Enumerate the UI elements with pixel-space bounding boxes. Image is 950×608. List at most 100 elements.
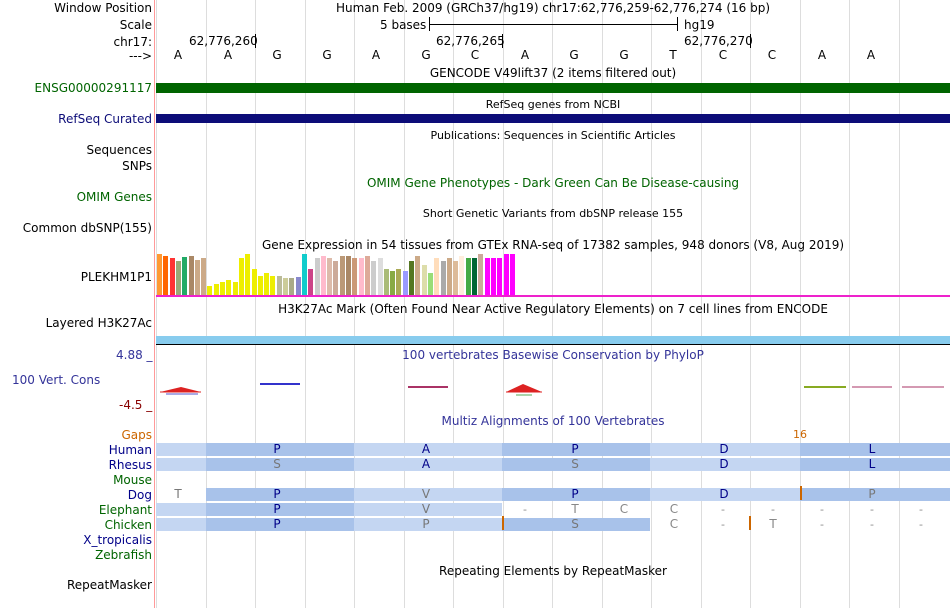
chicken-align-block[interactable] — [354, 518, 502, 531]
species-label-dog[interactable]: Dog — [127, 488, 152, 502]
gtex-tissue-bar[interactable] — [434, 258, 440, 295]
human-align-block[interactable] — [206, 443, 354, 456]
gtex-tissue-bar[interactable] — [308, 269, 314, 295]
gtex-tissue-bar[interactable] — [213, 284, 219, 295]
gtex-tissue-bar[interactable] — [421, 265, 427, 295]
gtex-tissue-bar[interactable] — [453, 261, 459, 295]
phylop-track-title[interactable]: 100 vertebrates Basewise Conservation by… — [402, 348, 704, 362]
gtex-tissue-bar[interactable] — [472, 258, 477, 295]
omim-track-title[interactable]: OMIM Gene Phenotypes - Dark Green Can Be… — [366, 176, 740, 190]
gtex-tissue-bar[interactable] — [295, 277, 301, 295]
gtex-tissue-bar[interactable] — [194, 260, 200, 295]
gtex-tissue-bar[interactable] — [490, 258, 496, 295]
elephant-align-block[interactable] — [156, 503, 206, 516]
gtex-tissue-bar[interactable] — [446, 258, 452, 295]
gtex-tissue-bar[interactable] — [182, 257, 188, 295]
gtex-tissue-bar[interactable] — [352, 258, 358, 295]
gtex-tissue-bar[interactable] — [503, 254, 509, 295]
gtex-tissue-bar[interactable] — [484, 258, 490, 295]
h3k27ac-track-label[interactable]: Layered H3K27Ac — [45, 316, 152, 330]
snps-track-label[interactable]: SNPs — [122, 159, 152, 173]
repeatmasker-track-title[interactable]: Repeating Elements by RepeatMasker — [439, 564, 667, 578]
publications-track-title[interactable]: Publications: Sequences in Scientific Ar… — [430, 129, 676, 142]
chicken-align-block[interactable] — [156, 518, 206, 531]
gencode-track-title[interactable]: GENCODE V49lift37 (2 items filtered out) — [429, 66, 677, 80]
refseq-track-label[interactable]: RefSeq Curated — [58, 112, 152, 126]
dog-align-block[interactable] — [354, 488, 502, 501]
gtex-tissue-bar[interactable] — [396, 269, 402, 295]
rhesus-align-block[interactable] — [354, 458, 502, 471]
gtex-tissue-bar[interactable] — [207, 286, 213, 295]
species-label-mouse[interactable]: Mouse — [113, 473, 152, 487]
gtex-tissue-bar[interactable] — [163, 256, 169, 295]
gtex-tissue-bar[interactable] — [289, 278, 295, 295]
omim-track-label[interactable]: OMIM Genes — [76, 190, 152, 204]
gtex-tissue-bar[interactable] — [415, 256, 421, 295]
gtex-tissue-bar[interactable] — [440, 261, 446, 295]
rhesus-align-block[interactable] — [650, 458, 800, 471]
gtex-tissue-bar[interactable] — [459, 256, 465, 295]
gtex-tissue-bar[interactable] — [169, 258, 175, 295]
human-align-block[interactable] — [800, 443, 950, 456]
chicken-align-block[interactable] — [206, 518, 354, 531]
human-align-block[interactable] — [650, 443, 800, 456]
gtex-tissue-bar[interactable] — [232, 282, 238, 295]
gtex-tissue-bar[interactable] — [238, 258, 244, 295]
gtex-tissue-bar[interactable] — [409, 261, 414, 295]
gtex-tissue-bar[interactable] — [497, 258, 503, 295]
refseq-gene-bar[interactable] — [156, 114, 950, 123]
rhesus-align-block[interactable] — [502, 458, 650, 471]
dog-align-block[interactable] — [650, 488, 800, 501]
gtex-tissue-bar[interactable] — [264, 273, 270, 295]
gtex-tissue-bar[interactable] — [390, 271, 396, 295]
rhesus-align-block[interactable] — [800, 458, 950, 471]
chicken-align-block[interactable] — [502, 518, 650, 531]
gtex-tissue-bar[interactable] — [358, 258, 364, 295]
gtex-tissue-bar[interactable] — [333, 261, 339, 295]
gtex-tissue-bar[interactable] — [465, 258, 471, 295]
h3k27ac-signal-bar[interactable] — [156, 336, 950, 344]
publications-track-label[interactable]: Sequences — [86, 143, 152, 157]
rhesus-align-block[interactable] — [156, 458, 206, 471]
human-align-block[interactable] — [502, 443, 650, 456]
gtex-tissue-bar[interactable] — [402, 271, 408, 295]
gtex-tissue-bar[interactable] — [371, 261, 377, 295]
gtex-tissue-bar[interactable] — [251, 269, 257, 295]
refseq-track-title[interactable]: RefSeq genes from NCBI — [485, 98, 621, 111]
species-label-chicken[interactable]: Chicken — [104, 518, 152, 532]
repeatmasker-track-label[interactable]: RepeatMasker — [66, 578, 152, 592]
gtex-tissue-bar[interactable] — [175, 261, 181, 295]
gtex-tissue-bar[interactable] — [188, 256, 194, 295]
gtex-tissue-bar[interactable] — [245, 254, 251, 295]
dog-align-block[interactable] — [502, 488, 650, 501]
gtex-tissue-bar[interactable] — [427, 273, 433, 295]
gtex-tissue-bar[interactable] — [346, 256, 351, 295]
species-label-x-tropicalis[interactable]: X_tropicalis — [83, 533, 152, 547]
gtex-tissue-bar[interactable] — [327, 258, 333, 295]
gtex-tissue-bar[interactable] — [383, 269, 389, 295]
gtex-tissue-bar[interactable] — [220, 282, 225, 295]
gtex-tissue-bar[interactable] — [270, 276, 276, 295]
human-align-block[interactable] — [156, 443, 206, 456]
phylop-track-label[interactable]: 100 Vert. Cons — [12, 373, 101, 387]
dog-align-block[interactable] — [800, 488, 950, 501]
gtex-track-label[interactable]: PLEKHM1P1 — [80, 270, 152, 284]
gencode-track-label[interactable]: ENSG00000291117 — [34, 81, 152, 95]
gtex-tissue-bar[interactable] — [509, 254, 515, 295]
gtex-tissue-bar[interactable] — [320, 256, 326, 295]
dog-align-block[interactable] — [206, 488, 354, 501]
species-label-rhesus[interactable]: Rhesus — [108, 458, 152, 472]
gtex-tissue-bar[interactable] — [314, 258, 320, 295]
gtex-tissue-bar[interactable] — [339, 256, 345, 295]
species-label-zebrafish[interactable]: Zebrafish — [95, 548, 152, 562]
gtex-tissue-bar[interactable] — [377, 258, 383, 295]
elephant-align-block[interactable] — [206, 503, 354, 516]
gtex-tissue-bar[interactable] — [201, 258, 207, 295]
rhesus-align-block[interactable] — [206, 458, 354, 471]
gtex-expression-bars[interactable] — [157, 252, 557, 295]
gtex-tissue-bar[interactable] — [226, 280, 232, 295]
gtex-tissue-bar[interactable] — [301, 254, 307, 295]
species-label-elephant[interactable]: Elephant — [98, 503, 152, 517]
elephant-align-block[interactable] — [354, 503, 502, 516]
gtex-tissue-bar[interactable] — [276, 276, 282, 295]
